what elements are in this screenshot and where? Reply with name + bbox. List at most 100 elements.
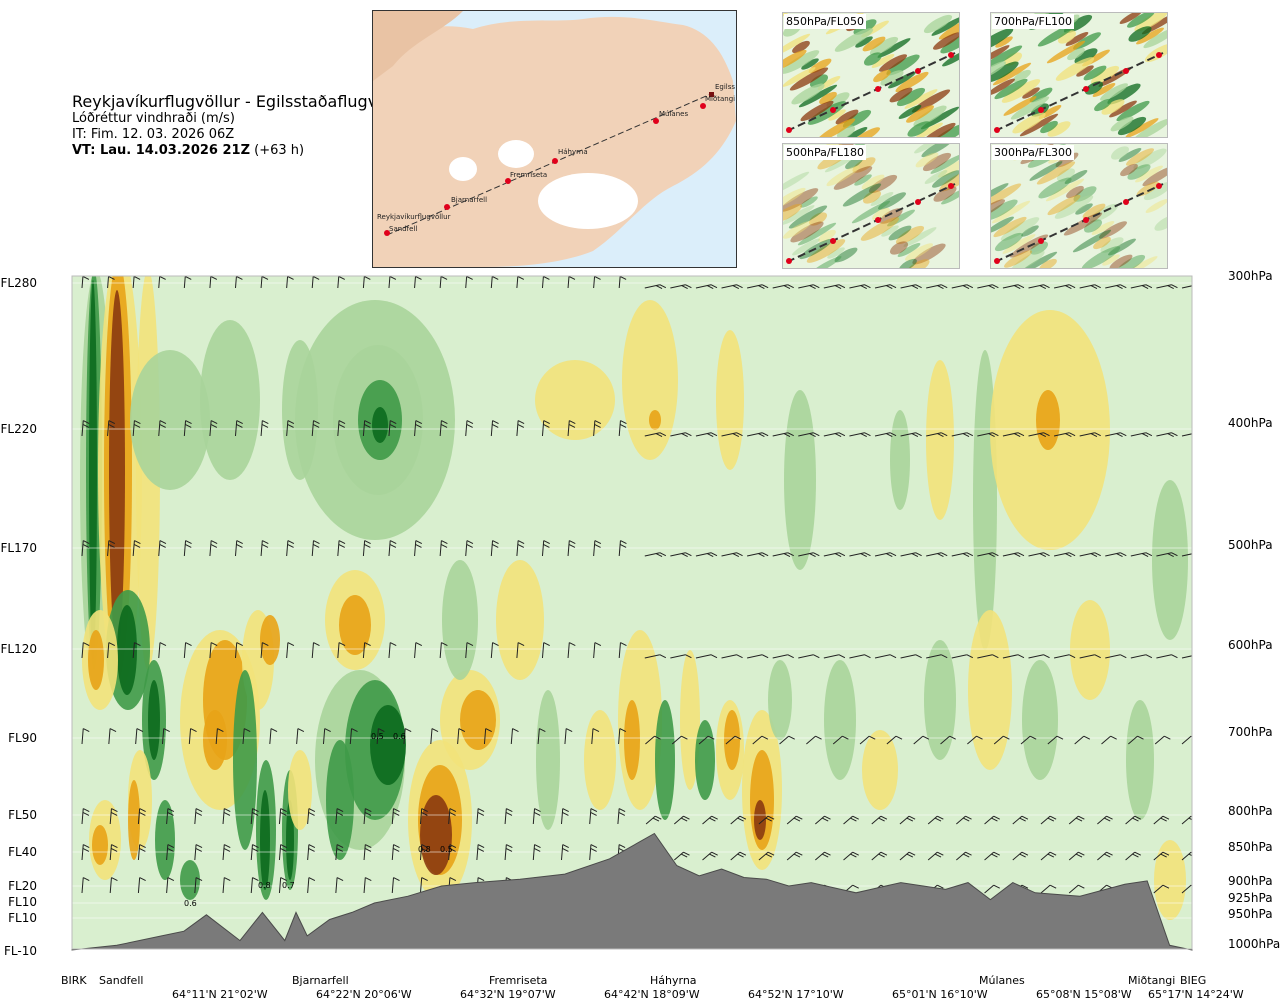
barb-feather [431, 728, 439, 732]
barb-feather [139, 808, 146, 812]
wind-barb [307, 877, 316, 894]
barb-feather [1193, 286, 1199, 289]
wind-barb [457, 728, 466, 745]
wind-barb [695, 284, 718, 289]
barb-feather [210, 423, 218, 428]
barb-staff [541, 540, 545, 557]
barb-feather [654, 735, 661, 740]
wind-barb [362, 540, 371, 557]
barb-feather [737, 817, 744, 822]
inset-field-blob [819, 91, 837, 105]
barb-staff [158, 642, 161, 659]
inset-field-blob [940, 32, 959, 54]
waypoint-marker [653, 118, 659, 124]
barb-feather [364, 276, 371, 280]
barb-staff [269, 728, 272, 745]
inset-field-blob [896, 87, 926, 107]
coordinate-label: 65°17'N 14°24'W [1148, 988, 1244, 1001]
inset-waypoint [1083, 217, 1089, 223]
barb-staff [234, 276, 237, 289]
barb-staff [81, 420, 84, 437]
barb-feather [889, 654, 897, 659]
inset-field-blob [889, 87, 913, 103]
wind-barb [222, 808, 231, 825]
coordinate-label: 64°22'N 20°06'W [316, 988, 412, 1001]
barb-feather [1141, 553, 1149, 557]
barb-feather [992, 432, 999, 437]
barb-feather [252, 877, 259, 881]
wind-barb [335, 877, 344, 894]
station-label: Fremriseta [489, 974, 548, 987]
barb-feather [1043, 654, 1050, 659]
barb-staff [490, 420, 494, 437]
barb-staff [984, 851, 995, 861]
wind-barb [311, 540, 320, 557]
barb-feather [906, 853, 914, 858]
barb-staff [1053, 432, 1070, 437]
barb-feather [1049, 815, 1057, 820]
velocity-contour [180, 860, 200, 900]
velocity-contour [326, 740, 354, 860]
inset-field-blob [861, 174, 885, 190]
barb-staff [278, 877, 282, 894]
wind-barb [673, 815, 690, 825]
velocity-contour [926, 360, 954, 520]
barb-feather [543, 543, 550, 548]
barb-feather [940, 284, 948, 289]
wind-barb [1079, 284, 1101, 289]
pressure-label: 925hPa [1228, 891, 1273, 905]
barb-feather [594, 276, 601, 280]
vertical-velocity-field [80, 276, 1188, 920]
barb-staff [439, 642, 442, 659]
barb-feather [389, 423, 397, 428]
barb-feather [991, 817, 998, 822]
inset-field-blob [1099, 221, 1127, 239]
barb-feather [1167, 553, 1174, 557]
barb-feather [620, 642, 627, 646]
barb-staff [1028, 654, 1044, 659]
barb-staff [414, 276, 417, 289]
coordinate-label: 64°32'N 19°07'W [460, 988, 556, 1001]
barb-feather [618, 808, 626, 812]
inset-field-blob [800, 100, 834, 122]
inset-field-blob [880, 70, 904, 86]
ice-cap-hofsjokull [498, 140, 534, 168]
barb-staff [1053, 552, 1070, 557]
valid-offset: (+63 h) [254, 143, 305, 158]
velocity-contour [282, 340, 318, 480]
fl-label: FL40 [8, 845, 37, 859]
wind-barb [465, 276, 473, 289]
wind-barb [1079, 654, 1101, 659]
barb-feather [338, 420, 346, 424]
wind-barb [286, 642, 295, 659]
barb-staff [984, 815, 995, 825]
barb-feather [761, 735, 769, 740]
barb-feather [404, 728, 412, 732]
barb-feather [793, 817, 801, 822]
barb-staff [823, 432, 840, 437]
barb-feather [251, 811, 259, 816]
inset-field-blob [922, 122, 956, 137]
wind-barb [747, 654, 769, 659]
inset-field-blob [1117, 116, 1147, 136]
inset-field-blob [1118, 148, 1142, 162]
barb-feather [889, 284, 897, 289]
barb-staff [250, 808, 253, 825]
barb-staff [874, 654, 891, 659]
wind-barb [899, 851, 916, 861]
barb-feather [732, 553, 740, 557]
inset-waypoint [875, 217, 881, 223]
barb-feather [261, 543, 269, 548]
barb-feather [707, 433, 714, 437]
barb-staff [913, 735, 924, 745]
wind-barb [567, 276, 576, 289]
barb-feather [243, 728, 251, 732]
barb-feather [210, 276, 218, 280]
wind-barb [721, 552, 743, 557]
barb-feather [1094, 432, 1101, 437]
barb-staff [1053, 654, 1070, 659]
inset-field-blob [1039, 258, 1057, 268]
wind-barb [871, 851, 888, 861]
wind-barb [644, 552, 667, 557]
barb-staff [593, 276, 596, 289]
